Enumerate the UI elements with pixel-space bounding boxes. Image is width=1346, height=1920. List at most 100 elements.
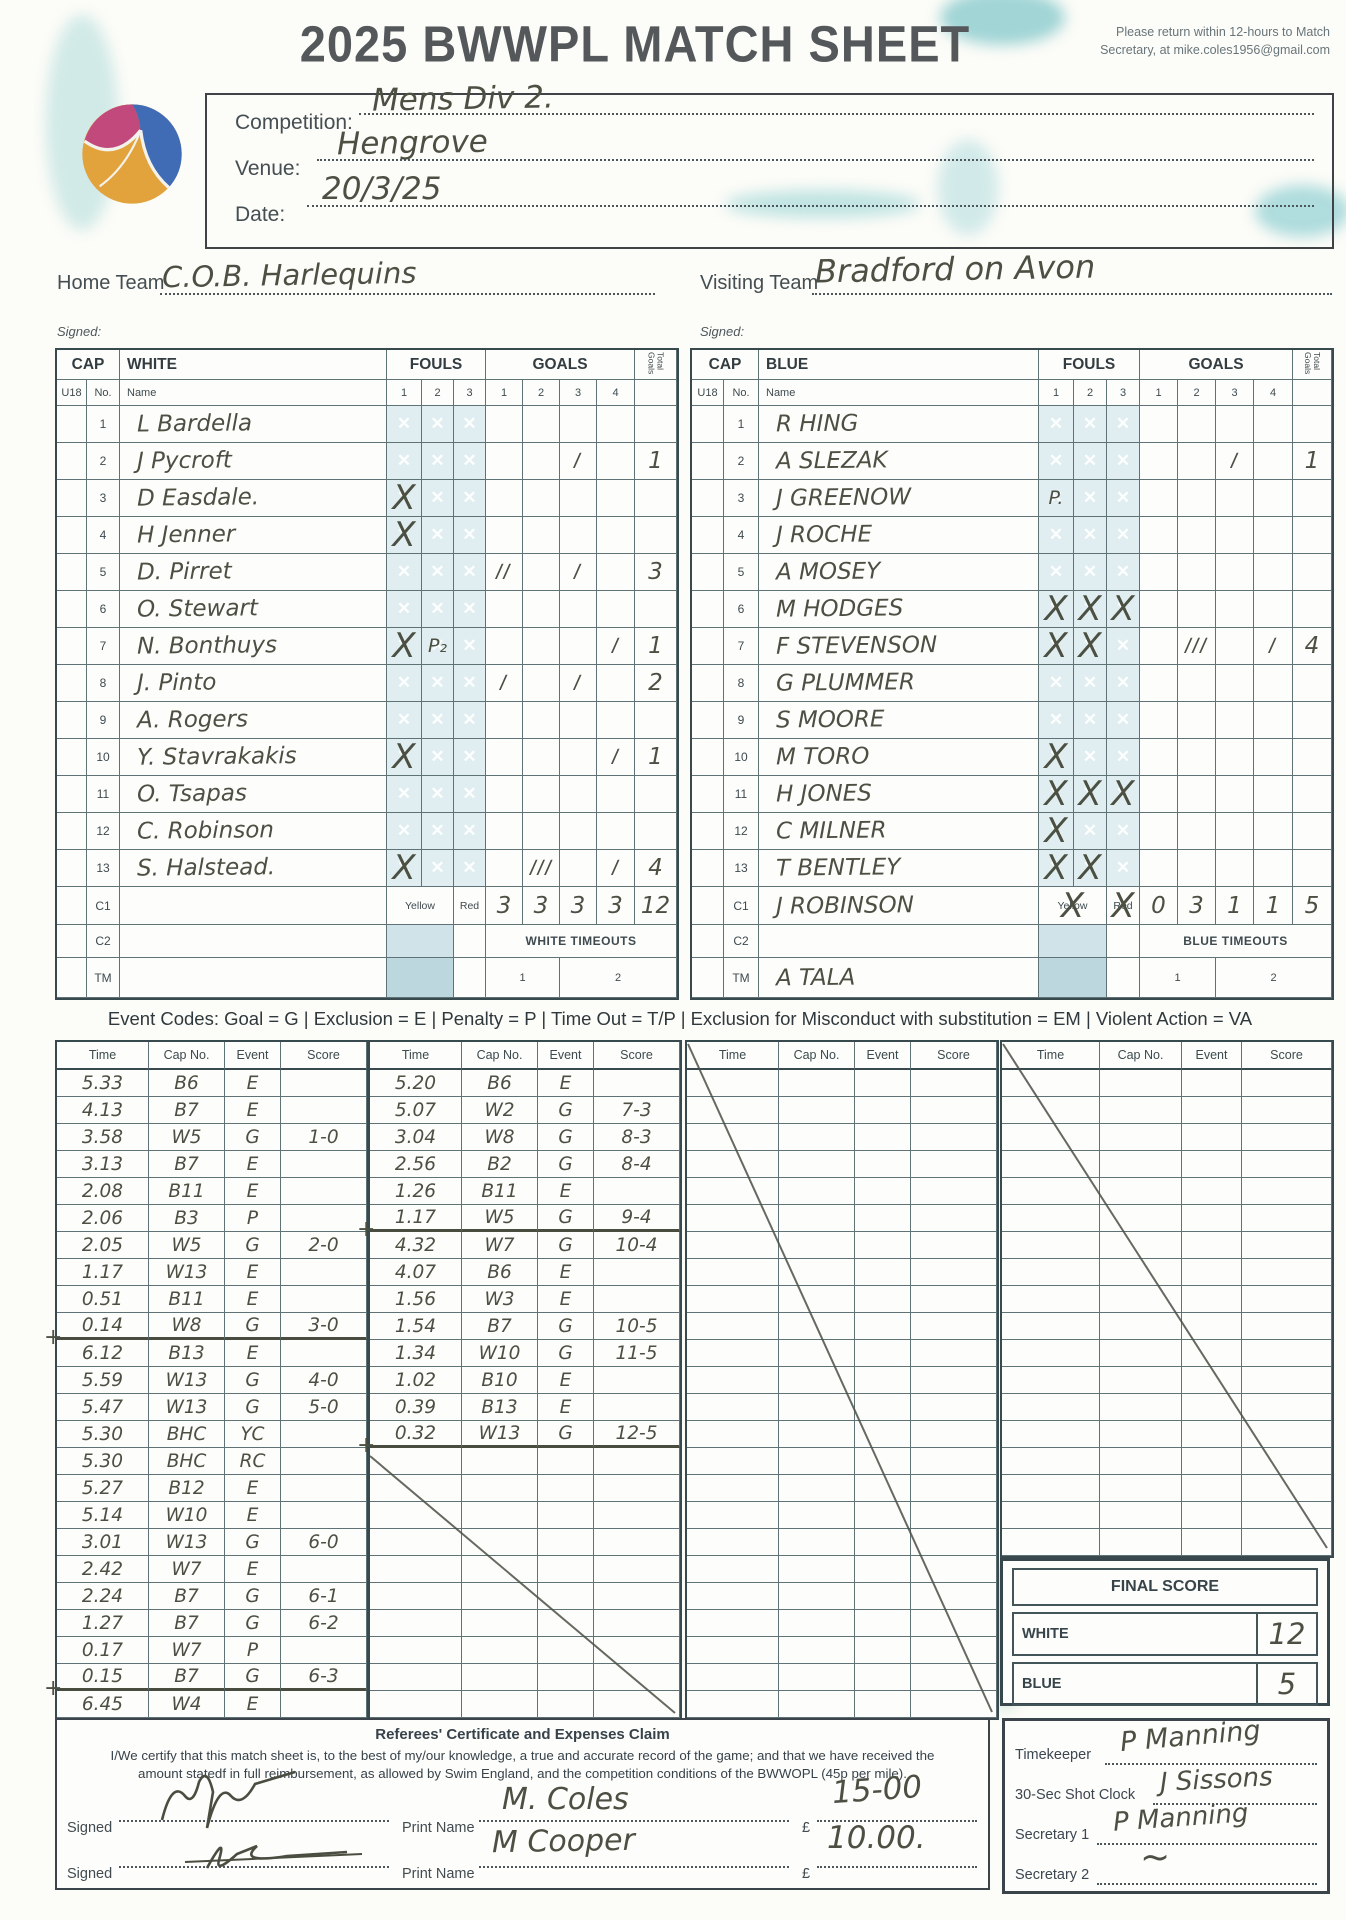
event-event-cell: G — [538, 1151, 594, 1178]
foul-watermark-x-icon: ✕ — [430, 488, 445, 507]
event-time-cell: 2.56 — [370, 1151, 462, 1178]
event-time-value: 5.07 — [394, 1099, 437, 1121]
event-empty-cell — [538, 1664, 594, 1691]
event-empty-cell — [779, 1664, 855, 1691]
event-empty-cell — [911, 1529, 997, 1556]
event-cap-value: B3 — [174, 1207, 199, 1229]
final-score-white-value: 12 — [1268, 1617, 1306, 1651]
event-header-time: Time — [687, 1042, 779, 1070]
foul-watermark-x-icon: ✕ — [1048, 636, 1064, 655]
event-cap-cell: B3 — [149, 1205, 225, 1232]
tm-blank-cell — [454, 958, 486, 998]
event-empty-cell — [855, 1340, 911, 1367]
event-empty-cell — [687, 1502, 779, 1529]
event-event-cell: P — [225, 1637, 281, 1664]
total-goals-cell: 5 — [1293, 887, 1332, 925]
event-empty-cell — [1182, 1286, 1242, 1313]
quarter-goals-cell: 3 — [486, 887, 523, 925]
goal-cell — [560, 702, 597, 739]
event-empty-cell — [462, 1475, 538, 1502]
foul-cell: ✕ X — [1074, 589, 1107, 629]
foul-watermark-x-icon: ✕ — [396, 525, 412, 544]
goal-cell — [1140, 591, 1178, 628]
event-empty-cell — [594, 1610, 680, 1637]
event-cap-cell: B12 — [149, 1475, 225, 1502]
foul-watermark-x-icon: ✕ — [1082, 784, 1098, 803]
event-empty-cell — [911, 1205, 997, 1232]
foul-col-1: 1 — [1039, 380, 1074, 406]
event-cap-value: W13 — [478, 1422, 521, 1444]
referee-amount-2: 10.00. — [827, 1820, 926, 1856]
tm-shaded-cell — [1039, 958, 1107, 998]
event-time-cell: 6.12 — [57, 1340, 149, 1367]
event-empty-cell — [911, 1232, 997, 1259]
goal-mark: l — [1227, 449, 1242, 473]
event-event-value: G — [245, 1531, 260, 1553]
event-cap-value: BHC — [166, 1450, 207, 1472]
event-empty-cell — [855, 1394, 911, 1421]
event-empty-cell — [911, 1151, 997, 1178]
u18-cell — [57, 517, 87, 554]
foul-watermark-x-icon: ✕ — [1048, 414, 1064, 433]
event-empty-cell — [1100, 1502, 1182, 1529]
event-empty-cell — [370, 1637, 462, 1664]
event-time-cell: 5.30 — [57, 1421, 149, 1448]
foul-cell: ✕ — [1074, 480, 1107, 517]
event-empty-cell — [779, 1637, 855, 1664]
event-time-cell: 5.30 — [57, 1448, 149, 1475]
event-empty-cell — [687, 1313, 779, 1340]
goal-cell: l — [597, 850, 635, 887]
goal-cell — [523, 702, 560, 739]
event-header-cap-no-: Cap No. — [149, 1042, 225, 1070]
goals-header: GOALS — [1140, 350, 1293, 380]
foul-watermark-x-icon: ✕ — [1115, 747, 1131, 766]
player-name-cell: D Easdale. — [120, 480, 387, 517]
goal-cell — [486, 776, 523, 813]
foul-cell: ✕ — [1107, 813, 1140, 850]
foul-cell: ✕ — [1074, 665, 1107, 702]
total-goals-cell — [1293, 406, 1332, 443]
timeout-1-cell: 1 — [486, 958, 560, 998]
event-empty-cell — [1182, 1394, 1242, 1421]
event-empty-cell — [1182, 1178, 1242, 1205]
event-time-cell: 4.32 — [370, 1232, 462, 1259]
row-label-c2: C2 — [724, 925, 759, 958]
u18-cell — [57, 776, 87, 813]
event-empty-cell — [1182, 1151, 1242, 1178]
event-event-cell: E — [225, 1556, 281, 1583]
event-score-cell — [281, 1097, 367, 1124]
player-name-cell: A SLEZAK — [759, 443, 1039, 480]
goal-cell — [597, 554, 635, 591]
event-time-cell: 4.07 — [370, 1259, 462, 1286]
total-goals-cell: 1 — [635, 628, 677, 665]
goal-cell — [1140, 813, 1178, 850]
event-time-value: 5.30 — [81, 1450, 124, 1472]
player-name-cell: J Pycroft — [120, 443, 387, 480]
event-empty-cell — [538, 1691, 594, 1718]
goal-cell — [1178, 443, 1216, 480]
event-empty-cell — [1002, 1286, 1100, 1313]
quarter-goals-value: 1 — [1227, 892, 1242, 919]
event-event-value: G — [558, 1126, 573, 1148]
event-empty-cell — [911, 1340, 997, 1367]
signed-label-1: Signed — [67, 1820, 113, 1836]
goal-cell — [1216, 480, 1254, 517]
event-empty-cell — [779, 1151, 855, 1178]
player-name-cell: H JONES — [759, 776, 1039, 813]
event-empty-cell — [855, 1421, 911, 1448]
goal-cell — [1178, 850, 1216, 887]
event-empty-cell — [1002, 1421, 1100, 1448]
foul-cell: ✕ — [1107, 628, 1140, 665]
goal-cell — [1254, 480, 1293, 517]
event-empty-cell — [855, 1367, 911, 1394]
foul-cell: ✕ — [1107, 406, 1140, 443]
event-empty-cell — [687, 1340, 779, 1367]
event-score-cell — [594, 1286, 680, 1313]
player-name: R HING — [775, 410, 859, 438]
cap-number-cell: 1 — [724, 406, 759, 443]
event-cap-value: W10 — [478, 1342, 521, 1364]
foul-col-1: 1 — [387, 380, 422, 406]
event-empty-cell — [687, 1664, 779, 1691]
foul-cell: ✕ P. — [1039, 480, 1074, 517]
foul-watermark-x-icon: ✕ — [430, 821, 445, 840]
